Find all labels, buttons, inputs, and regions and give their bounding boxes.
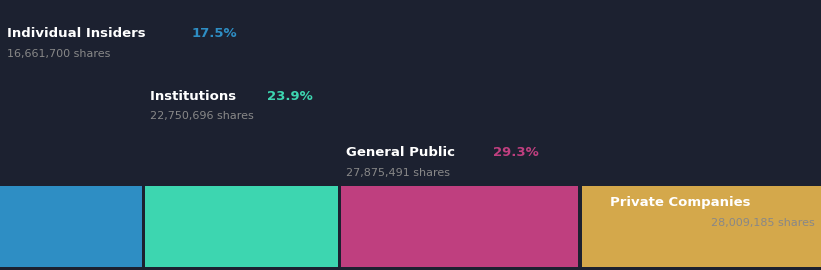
Bar (338, 186, 342, 267)
Bar (578, 186, 581, 267)
Text: Institutions: Institutions (150, 90, 241, 103)
Text: 23.9%: 23.9% (267, 90, 313, 103)
Text: 27,875,491 shares: 27,875,491 shares (346, 168, 450, 178)
Text: 29.3%: 29.3% (493, 146, 539, 159)
Bar (580, 186, 821, 267)
Text: 17.5%: 17.5% (191, 28, 237, 40)
Bar (0, 186, 144, 267)
Text: 29.4%: 29.4% (768, 196, 814, 209)
Text: 16,661,700 shares: 16,661,700 shares (7, 49, 110, 59)
Text: Individual Insiders: Individual Insiders (7, 28, 149, 40)
Text: 28,009,185 shares: 28,009,185 shares (711, 218, 814, 228)
Bar (144, 186, 340, 267)
Text: Private Companies: Private Companies (610, 196, 755, 209)
Text: 22,750,696 shares: 22,750,696 shares (150, 112, 254, 122)
Bar (340, 186, 580, 267)
Bar (142, 186, 145, 267)
Text: General Public: General Public (346, 146, 460, 159)
